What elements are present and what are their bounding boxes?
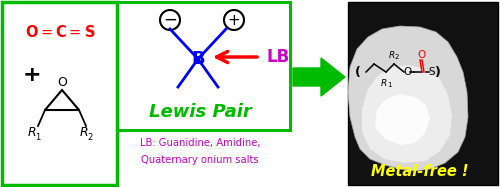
FancyBboxPatch shape [2, 2, 117, 185]
Text: O: O [57, 76, 67, 88]
Text: (: ( [355, 65, 361, 79]
FancyBboxPatch shape [348, 2, 498, 185]
Text: LB: LB [266, 48, 289, 66]
Text: O: O [417, 50, 425, 60]
Text: $R$: $R$ [79, 125, 89, 139]
Text: +: + [22, 65, 42, 85]
Text: O: O [403, 67, 411, 77]
Text: $R$: $R$ [380, 76, 388, 88]
Text: $R$: $R$ [27, 125, 37, 139]
Polygon shape [362, 65, 452, 163]
Text: ): ) [435, 65, 441, 79]
Text: 1: 1 [387, 82, 391, 88]
Text: Lewis Pair: Lewis Pair [148, 103, 252, 121]
Text: 2: 2 [395, 54, 399, 60]
Text: +: + [228, 13, 240, 27]
Text: LB: Guanidine, Amidine,: LB: Guanidine, Amidine, [140, 138, 260, 148]
Polygon shape [348, 26, 468, 171]
Text: −: − [163, 11, 177, 29]
Text: Metal-free !: Metal-free ! [371, 165, 469, 180]
Polygon shape [293, 58, 345, 96]
Text: B: B [191, 50, 205, 68]
Text: Quaternary onium salts: Quaternary onium salts [141, 155, 259, 165]
Polygon shape [375, 94, 430, 145]
Text: 2: 2 [88, 133, 92, 142]
Text: S: S [428, 67, 436, 77]
Text: $R$: $R$ [388, 48, 396, 59]
Text: O$=$C$=$S: O$=$C$=$S [25, 24, 95, 40]
Text: 1: 1 [36, 133, 41, 142]
